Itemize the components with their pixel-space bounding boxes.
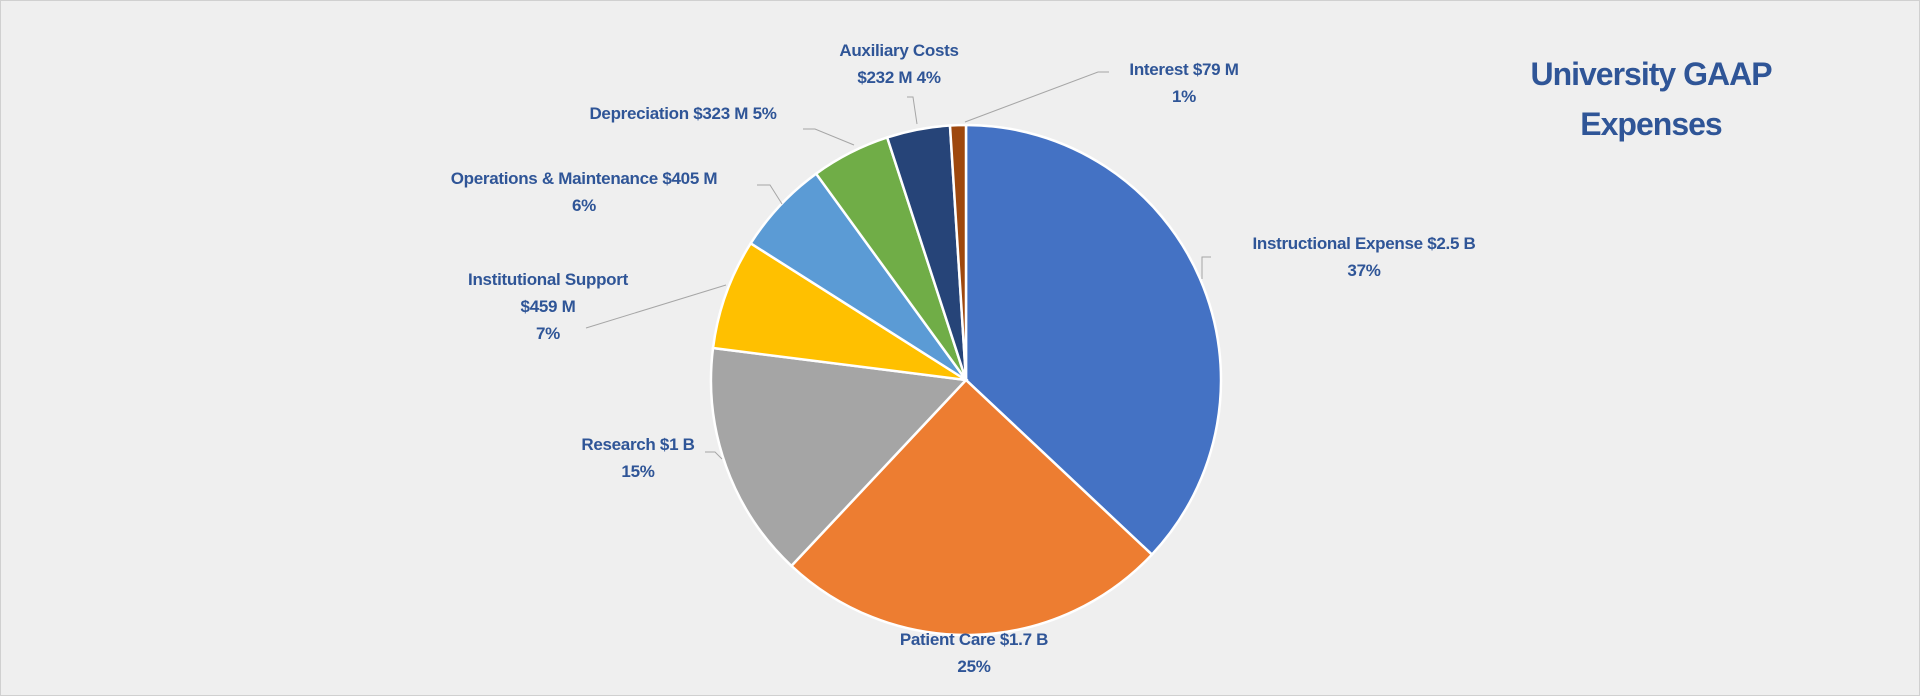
data-label-line: 25%: [957, 657, 991, 676]
data-label-line: Interest $79 M: [1129, 60, 1239, 79]
data-label-line: 37%: [1347, 261, 1381, 280]
data-label-line: 15%: [621, 462, 655, 481]
data-label-line: 6%: [572, 196, 596, 215]
data-label-line: Operations & Maintenance $405 M: [450, 169, 718, 188]
pie-slice-patient-care: [789, 378, 1154, 637]
leader-line-institutional-support: [585, 284, 727, 329]
data-label-line: 1%: [1172, 87, 1196, 106]
pie-slice-research: [709, 346, 969, 568]
data-label-line: Instructional Expense $2.5 B: [1252, 234, 1476, 253]
data-label-patient-care: Patient Care $1.7 B 25%: [899, 626, 1049, 680]
data-label-line: Institutional Support: [468, 270, 628, 289]
data-label-line: 7%: [536, 324, 560, 343]
leader-line-instructional-expense: [1201, 256, 1211, 279]
leader-line-auxiliary-costs: [907, 96, 918, 125]
chart-title: University GAAP Expenses: [1530, 56, 1772, 142]
leader-line-operations-maintenance: [757, 184, 783, 205]
data-label-operations-maintenance: Operations & Maintenance $405 M 6%: [451, 165, 718, 219]
leader-line-research: [705, 451, 723, 460]
data-label-line: Auxiliary Costs: [839, 41, 959, 60]
pie-slice-institutional-support: [711, 241, 967, 382]
pie-slice-interest: [948, 123, 968, 381]
data-label-line: Research $1 B: [581, 435, 695, 454]
data-label-instructional-expense: Instructional Expense $2.5 B 37%: [1252, 230, 1475, 284]
data-label-line: $459 M: [520, 297, 576, 316]
data-label-auxiliary-costs: Auxiliary Costs $232 M 4%: [839, 37, 959, 91]
data-label-depreciation: Depreciation $323 M 5%: [589, 100, 776, 127]
leader-line-interest: [964, 71, 1109, 123]
data-label-research: Research $1 B 15%: [581, 431, 695, 485]
data-label-line: Patient Care $1.7 B: [899, 630, 1049, 649]
data-label-line: $232 M 4%: [857, 68, 941, 87]
leader-line-depreciation: [803, 128, 855, 146]
pie-slice-instructional-expense: [964, 123, 1223, 557]
data-label-institutional-support: Institutional Support $459 M 7%: [468, 266, 628, 347]
data-label-interest: Interest $79 M 1%: [1129, 56, 1238, 110]
data-label-line: Depreciation $323 M 5%: [589, 104, 777, 123]
